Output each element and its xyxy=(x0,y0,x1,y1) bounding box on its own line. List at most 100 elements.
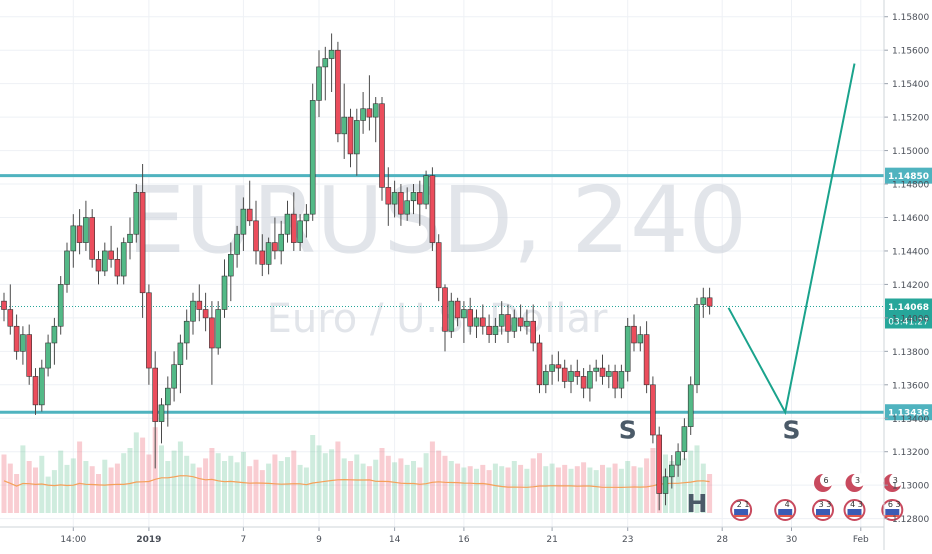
candle-body xyxy=(656,434,663,494)
volume-bar xyxy=(631,466,637,513)
candle-body xyxy=(650,384,656,436)
event-flag-stripe xyxy=(778,509,793,515)
candle-body xyxy=(372,103,379,118)
candle-body xyxy=(643,334,650,386)
volume-bar xyxy=(152,427,158,513)
event-flag-stripe xyxy=(778,515,793,517)
volume-bar xyxy=(417,467,423,513)
level-price-label: 1.13436 xyxy=(888,409,929,419)
candle-body xyxy=(423,175,429,205)
candle-body xyxy=(76,225,83,243)
candle-body xyxy=(303,213,310,222)
volume-ma-layer xyxy=(3,475,710,489)
candle-body xyxy=(599,367,606,377)
candle-body xyxy=(32,376,39,406)
candle-body xyxy=(246,208,253,222)
candle-body xyxy=(177,342,184,366)
event-moon-cutout xyxy=(820,473,834,487)
volume-bar xyxy=(159,445,164,513)
volume-bar xyxy=(127,448,133,513)
volume-bar xyxy=(196,467,202,513)
volume-bar xyxy=(177,441,183,513)
x-tick-label: 28 xyxy=(716,535,728,545)
candle-body xyxy=(152,367,158,422)
volume-bar xyxy=(392,462,398,513)
event-flag-stripe xyxy=(885,515,900,517)
volume-bar xyxy=(581,462,587,513)
y-tick-label: 1.15000 xyxy=(892,147,929,157)
volume-bar xyxy=(203,458,209,513)
volume-bar xyxy=(366,466,372,513)
volume-bar xyxy=(146,454,152,513)
candle-body xyxy=(492,325,499,335)
candle-body xyxy=(410,192,417,202)
candle-body xyxy=(555,364,562,369)
volume-bar xyxy=(587,467,593,513)
candle-body xyxy=(668,464,675,478)
candle-body xyxy=(45,342,51,369)
candle-body xyxy=(662,476,669,494)
volume-bar xyxy=(341,458,347,513)
volume-bar xyxy=(89,466,95,513)
candle-body xyxy=(322,58,329,68)
y-tick-label: 1.15600 xyxy=(892,47,929,57)
volume-bar xyxy=(171,450,177,513)
countdown-label: 03:41:27 xyxy=(888,317,928,327)
candle-body xyxy=(146,292,152,369)
volume-bar xyxy=(467,466,473,513)
volume-bar xyxy=(574,466,580,513)
event-flag-stripe xyxy=(734,509,749,515)
volume-bar xyxy=(133,432,139,513)
candle-body xyxy=(64,250,70,285)
volume-bar xyxy=(83,461,89,513)
candle-body xyxy=(202,309,209,319)
volume-bar xyxy=(675,463,681,513)
volume-bar xyxy=(549,463,555,513)
pattern-annotation: H xyxy=(687,489,708,518)
x-tick-label: 14:00 xyxy=(60,535,86,545)
candle-body xyxy=(95,259,102,272)
annotation-layer: S S H xyxy=(619,415,801,518)
volume-bar xyxy=(33,467,38,513)
volume-bar xyxy=(474,468,479,513)
volume-bar xyxy=(442,455,448,513)
event-flag-stripe xyxy=(847,515,862,517)
candle-body xyxy=(587,371,593,389)
candle-body xyxy=(297,220,303,243)
event-moon-cutout xyxy=(889,473,904,487)
x-tick-label: Feb xyxy=(853,535,869,545)
candle-body xyxy=(265,242,272,265)
event-count: 3 xyxy=(855,476,860,485)
candle-body xyxy=(165,387,171,406)
volume-bar xyxy=(411,461,416,513)
candle-body xyxy=(171,364,177,389)
candle-body xyxy=(57,284,64,327)
level-price-badge xyxy=(885,404,932,421)
candle-body xyxy=(7,309,14,327)
volume-bar xyxy=(96,474,101,513)
candle-body xyxy=(580,376,587,389)
volume-bar xyxy=(518,464,524,513)
candle-body xyxy=(687,384,694,427)
candle-body xyxy=(38,367,45,406)
volume-bar xyxy=(644,458,650,513)
candle-body xyxy=(290,213,297,243)
event-count: 4 xyxy=(785,500,790,509)
volume-bar xyxy=(297,464,303,513)
volume-bar xyxy=(26,461,32,513)
candle-body xyxy=(511,317,518,332)
candle-body xyxy=(347,116,354,155)
volume-bar xyxy=(190,463,196,513)
projection-line xyxy=(727,63,856,416)
x-tick-label: 7 xyxy=(241,535,247,545)
candle-body xyxy=(1,300,7,310)
volume-bar xyxy=(64,464,70,513)
candle-body xyxy=(568,371,574,382)
candle-body xyxy=(183,320,190,344)
candle-body xyxy=(139,192,146,294)
volume-bar xyxy=(385,455,391,513)
pattern-annotation: S xyxy=(619,415,637,444)
candle-body xyxy=(700,297,707,305)
candle-body xyxy=(486,325,492,335)
